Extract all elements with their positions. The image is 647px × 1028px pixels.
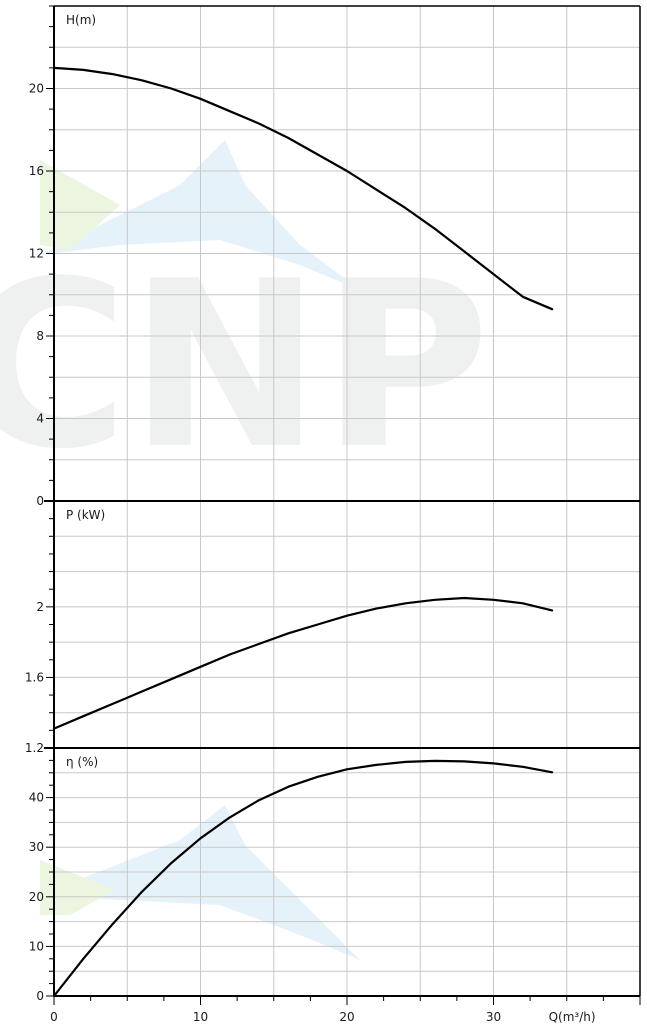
x-tick-label: 20 — [339, 1010, 354, 1024]
y-tick-label: 40 — [29, 791, 44, 805]
watermark: CNP — [0, 140, 490, 960]
y-tick-label: 20 — [29, 890, 44, 904]
watermark-text: CNP — [0, 233, 490, 500]
x-tick-label: 30 — [486, 1010, 501, 1024]
y-tick-label: 2 — [36, 600, 44, 614]
watermark-leaf-green — [40, 160, 120, 250]
panel-title: η (%) — [66, 755, 98, 769]
y-tick-label: 10 — [29, 939, 44, 953]
y-tick-label: 1.6 — [25, 670, 44, 684]
watermark-leaf-green-lower — [40, 860, 115, 915]
x-axis-title: Q(m³/h) — [549, 1010, 596, 1024]
panel-1: 0 4 8 12 16 20 H(m) — [29, 5, 640, 508]
panel-2: 1.2 1.6 2 P (kW) — [25, 500, 640, 755]
y-tick-label: 1.2 — [25, 741, 44, 755]
series-line-1 — [52, 66, 554, 311]
panel-title: P (kW) — [66, 508, 105, 522]
series-line-1 — [52, 759, 554, 998]
y-tick-label: 0 — [36, 989, 44, 1003]
x-tick-label: 0 — [50, 1010, 58, 1024]
y-tick-label: 12 — [29, 247, 44, 261]
y-tick-label: 30 — [29, 840, 44, 854]
y-tick-label: 8 — [36, 329, 44, 343]
panel-3: 0 10 20 30 40 η (%) — [29, 747, 640, 1003]
y-tick-label: 20 — [29, 82, 44, 96]
panel-title: H(m) — [66, 13, 96, 27]
y-tick-label: 0 — [36, 494, 44, 508]
x-tick-label: 10 — [193, 1010, 208, 1024]
series-line-1 — [52, 596, 554, 730]
y-tick-label: 16 — [29, 164, 44, 178]
y-tick-label: 4 — [36, 412, 44, 426]
